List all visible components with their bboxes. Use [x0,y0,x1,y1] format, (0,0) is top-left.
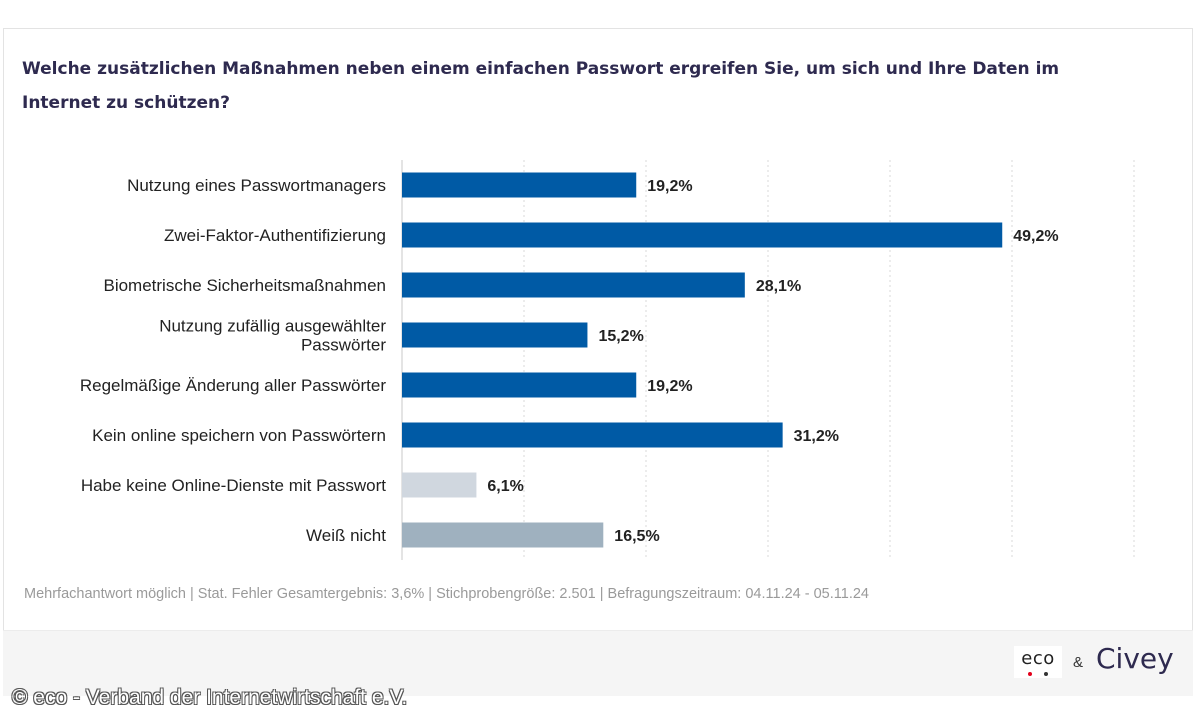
data-label: 15,2% [598,328,643,345]
logo-footer [3,630,1193,696]
eco-logo-dot-dark [1044,672,1048,676]
data-label: 31,2% [794,428,839,445]
ampersand: & [1073,654,1084,671]
category-label: Nutzung zufällig ausgewählter [159,317,386,336]
chart-title: Welche zusätzlichen Maßnahmen neben eine… [22,59,1060,113]
civey-logo: Civey [1096,642,1174,675]
bar [402,272,745,298]
bar-chart: 19,2% Nutzung eines Passwortmanagers 49,2%… [80,160,1135,560]
chart-card [3,28,1193,696]
category-label: Habe keine Online-Dienste mit Passwort [81,476,386,495]
eco-logo: eco [1014,646,1062,678]
data-label: 28,1% [756,278,801,295]
bar [402,222,1003,248]
eco-logo-dot-red [1028,672,1032,676]
copyright-watermark: © eco - Verband der Internetwirtschaft e… [12,686,408,709]
category-label: Passwörter [301,336,386,355]
category-label: Regelmäßige Änderung aller Passwörter [80,376,386,395]
bar [402,472,477,498]
bar [402,422,783,448]
data-label: 16,5% [614,528,659,545]
data-label: 6,1% [487,478,523,495]
eco-logo-text: eco [1021,648,1055,669]
data-label: 19,2% [647,178,692,195]
category-label: Nutzung eines Passwortmanagers [127,176,386,195]
bar [402,372,637,398]
data-label: 19,2% [647,378,692,395]
bar [402,172,637,198]
category-label: Biometrische Sicherheitsmaßnahmen [103,276,386,295]
category-label: Zwei-Faktor-Authentifizierung [164,226,386,245]
category-label: Weiß nicht [306,526,386,545]
bar [402,322,588,348]
data-label: 49,2% [1013,228,1058,245]
chart-footnote: Mehrfachantwort möglich | Stat. Fehler G… [24,586,869,602]
category-label: Kein online speichern von Passwörtern [92,426,386,445]
bar [402,522,604,548]
